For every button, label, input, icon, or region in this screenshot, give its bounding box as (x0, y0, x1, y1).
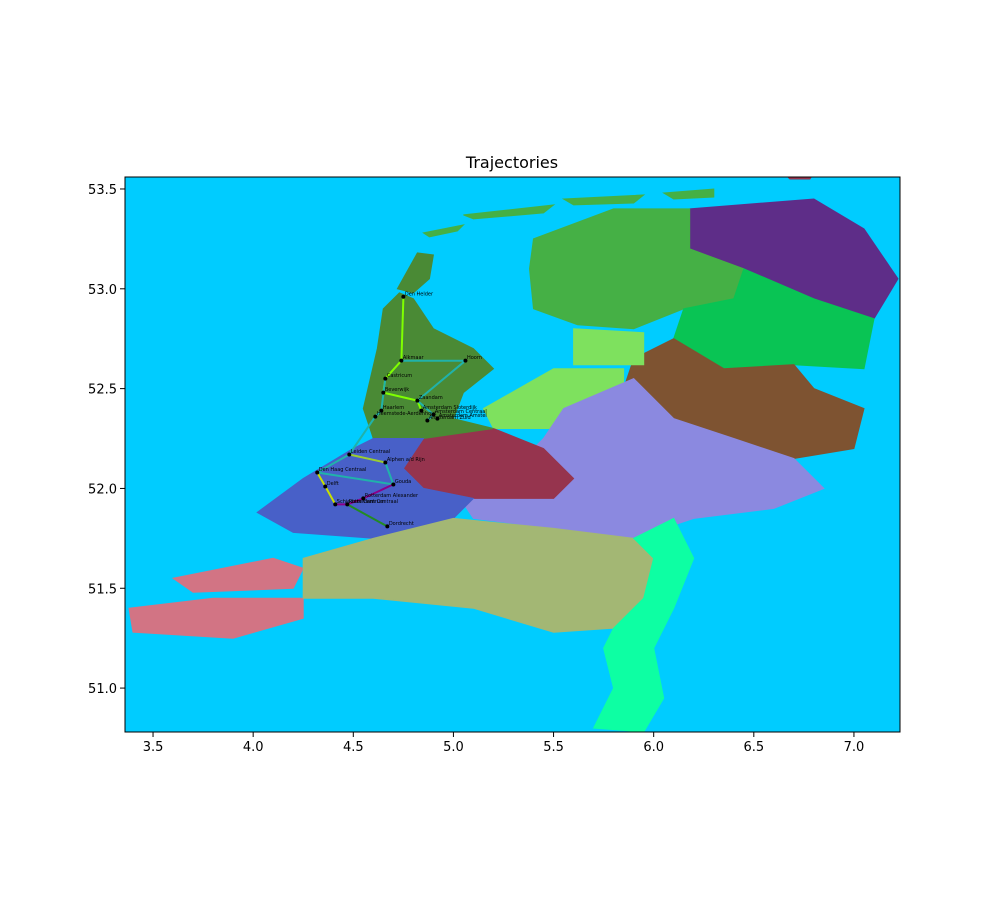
station-label: Den Helder (405, 291, 434, 297)
station-label: Amsterdam Amstel (439, 413, 487, 419)
region-terschelling (463, 204, 556, 220)
station-label: Dordrecht (389, 521, 414, 527)
station-point (419, 408, 424, 413)
x-tick-label: 3.5 (143, 740, 164, 755)
station-point (373, 414, 378, 419)
x-tick-label: 5.0 (443, 740, 464, 755)
station-point (379, 408, 384, 413)
y-axis: 51.0 51.5 52.0 52.5 53.0 53.5 (88, 183, 125, 697)
y-tick-label: 52.0 (88, 482, 117, 497)
station-point (381, 390, 386, 395)
station-point (323, 484, 328, 489)
station-point (391, 482, 396, 487)
plot-area: Den Helder Alkmaar Hoorn Castricum Beverwijk… (124, 176, 901, 733)
station-label: Gouda (395, 479, 411, 485)
region-ameland (561, 194, 646, 206)
trajectory-line-7 (334, 483, 395, 506)
station-point (315, 470, 320, 475)
station-point (431, 412, 436, 417)
region-limburg (592, 517, 695, 732)
station-label: Alphen a/d Rijn (387, 457, 425, 463)
x-tick-label: 4.5 (343, 740, 364, 755)
station-point (383, 376, 388, 381)
y-tick-label: 51.5 (88, 582, 117, 597)
station-label: Hoorn (467, 355, 482, 361)
station-point (463, 358, 468, 363)
station-label: Castricum (387, 373, 412, 379)
x-tick-label: 7.0 (844, 740, 865, 755)
station-point (347, 452, 352, 457)
x-tick-label: 6.5 (743, 740, 764, 755)
x-tick-label: 4.0 (243, 740, 264, 755)
region-schiermonnikoog (662, 188, 715, 200)
y-tick-label: 52.5 (88, 383, 117, 398)
station-point (401, 294, 406, 299)
station-label: Den Haag Centraal (319, 467, 367, 473)
station-label: Amsterdam Sloterdijk (423, 405, 477, 411)
x-tick-label: 5.5 (543, 740, 564, 755)
station-point (385, 524, 390, 529)
y-tick-label: 53.0 (88, 283, 117, 298)
region-borkum (787, 177, 812, 180)
region-noord-holland (362, 292, 495, 439)
station-point (415, 398, 420, 403)
y-tick-label: 51.0 (88, 682, 117, 697)
region-zeeland (128, 597, 304, 639)
plot-frame (124, 176, 901, 733)
y-tick-label: 53.5 (88, 183, 117, 198)
station-label: Rotterdam Alexander (365, 493, 419, 499)
station-label: Beverwijk (385, 387, 409, 393)
station-point (361, 496, 366, 501)
station-point (333, 502, 338, 507)
station-point (345, 502, 350, 507)
x-axis: 3.5 4.0 4.5 5.0 5.5 6.0 6.5 7.0 (143, 732, 865, 755)
station-label: Amsterdam Centraal (435, 409, 487, 415)
station-point (425, 418, 430, 423)
region-vlieland (422, 224, 465, 238)
station-label: Rotterdam Centraal (349, 499, 398, 505)
region-zeeland-north (171, 557, 304, 593)
region-noordoostpolder (573, 328, 645, 366)
station-label: Haarlem (383, 405, 404, 411)
trajectory-line-8 (346, 503, 389, 528)
station-label: Alkmaar (403, 355, 425, 361)
x-tick-label: 6.0 (643, 740, 664, 755)
region-texel (396, 252, 434, 294)
station-point (435, 416, 440, 421)
trajectory-line-4 (348, 453, 387, 464)
chart-title: Trajectories (465, 153, 558, 172)
region-zuid-holland (256, 438, 475, 539)
station-point (383, 460, 388, 465)
station-label: Zaandam (419, 395, 443, 401)
station-label: Heemstede-Aerdenhout (377, 411, 437, 417)
station-label: Schiedam Centrum (337, 499, 385, 505)
station-label: Amsterdam Zuid (429, 415, 471, 421)
station-label: Leiden Centraal (351, 449, 390, 455)
station-label: Delft (327, 481, 339, 487)
station-point (399, 358, 404, 363)
